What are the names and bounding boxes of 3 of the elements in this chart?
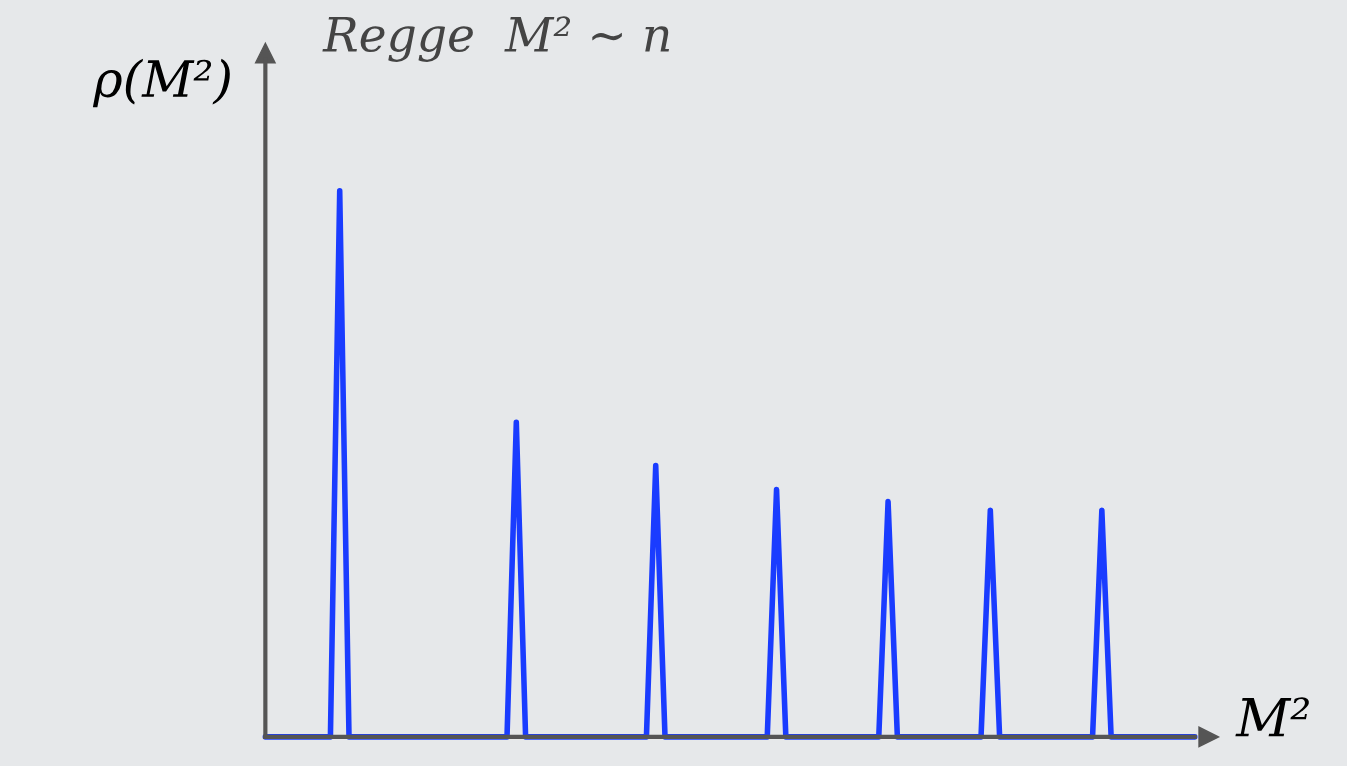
x-axis-title: M² bbox=[1235, 697, 1309, 737]
y-axis-title: ρ(M²) bbox=[92, 58, 230, 108]
chart-title: Regge M² ∼ n bbox=[322, 16, 670, 62]
